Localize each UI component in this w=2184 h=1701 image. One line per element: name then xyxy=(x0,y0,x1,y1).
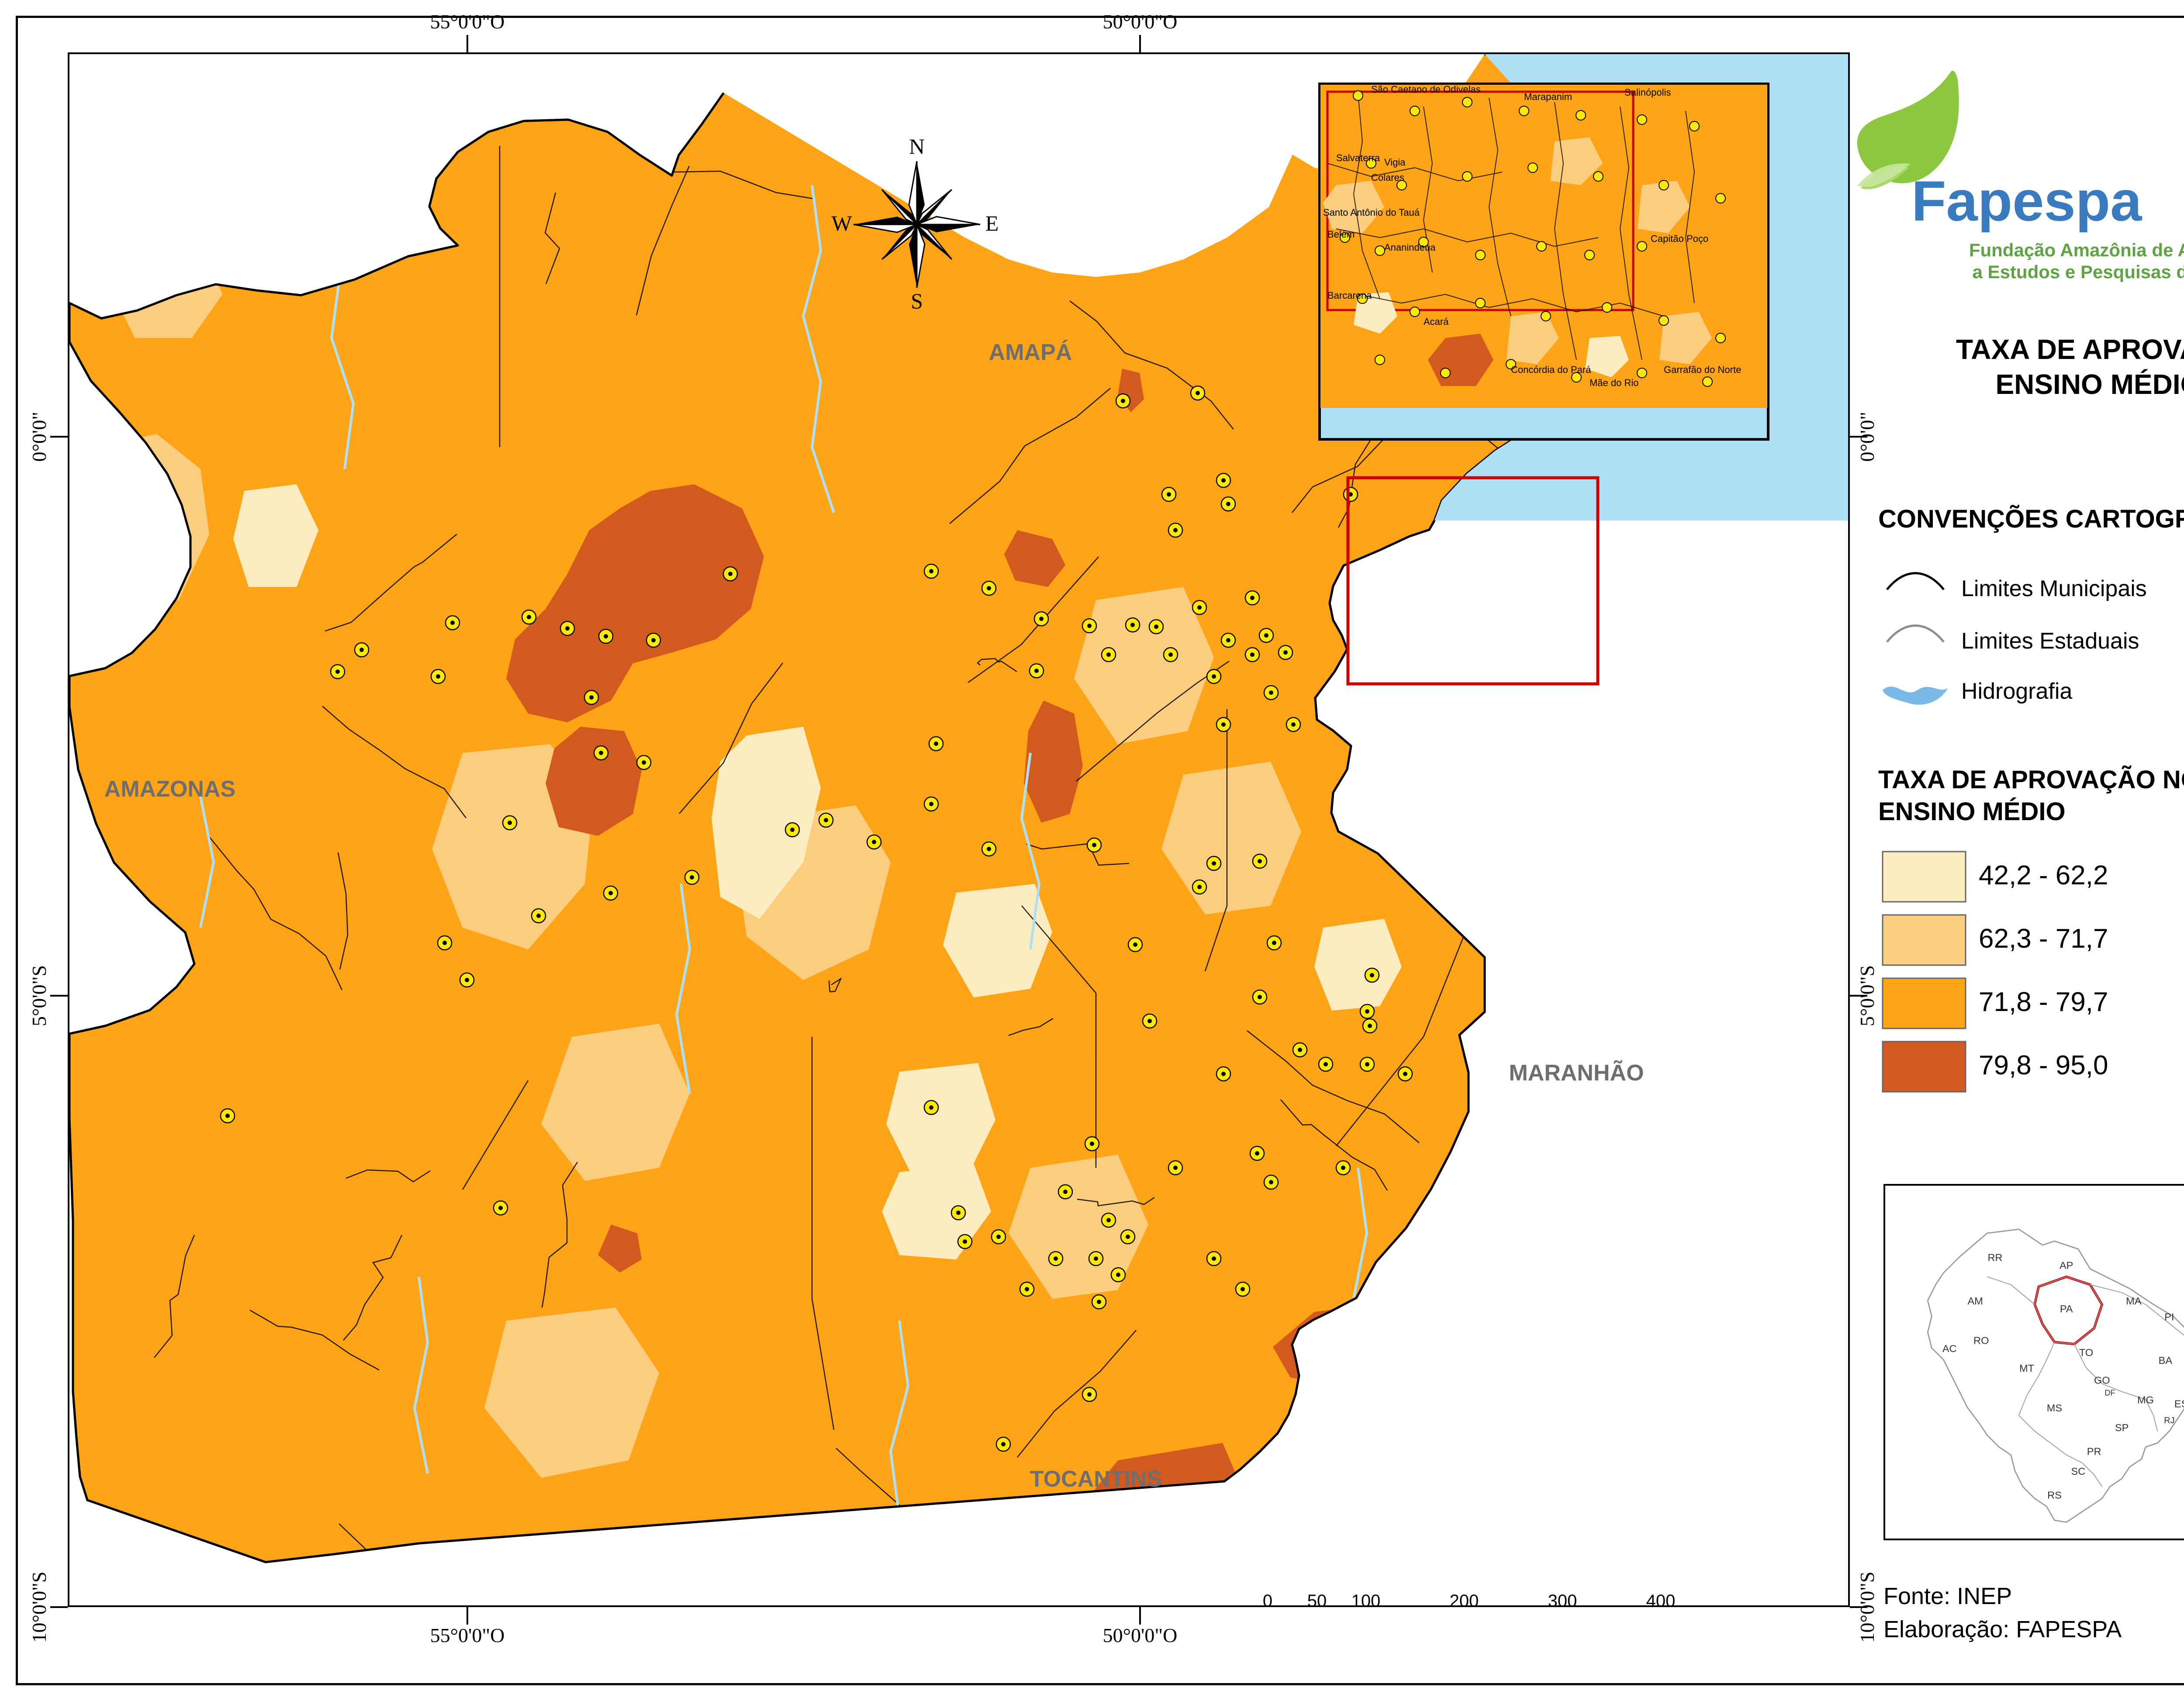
svg-text:62,3 - 71,7: 62,3 - 71,7 xyxy=(1979,924,2108,954)
svg-text:TOCANTINS: TOCANTINS xyxy=(1030,1466,1162,1492)
svg-text:Km: Km xyxy=(1773,1606,1804,1607)
svg-text:0: 0 xyxy=(1263,1591,1272,1607)
svg-text:Colares: Colares xyxy=(1371,172,1404,183)
svg-text:79,8 - 95,0: 79,8 - 95,0 xyxy=(1979,1050,2108,1080)
svg-text:300: 300 xyxy=(1548,1591,1577,1607)
svg-text:200: 200 xyxy=(1450,1591,1479,1607)
svg-text:42,2 - 62,2: 42,2 - 62,2 xyxy=(1979,860,2108,890)
svg-text:PA: PA xyxy=(2060,1303,2073,1315)
svg-text:Marapanim: Marapanim xyxy=(1524,91,1572,102)
svg-text:N: N xyxy=(909,134,925,159)
svg-text:ES: ES xyxy=(2174,1398,2184,1410)
svg-text:SC: SC xyxy=(2071,1466,2085,1477)
svg-text:Capitão Poço: Capitão Poço xyxy=(1651,233,1708,244)
svg-text:Vigia: Vigia xyxy=(1384,157,1406,168)
svg-text:AC: AC xyxy=(1942,1343,1957,1354)
svg-text:Ananindeua: Ananindeua xyxy=(1384,242,1436,253)
svg-text:RO: RO xyxy=(1973,1335,1989,1346)
svg-text:Salvaterra: Salvaterra xyxy=(1336,152,1380,163)
svg-text:RJ: RJ xyxy=(2164,1416,2174,1425)
svg-text:AMAPÁ: AMAPÁ xyxy=(989,340,1072,365)
svg-text:PR: PR xyxy=(2087,1446,2101,1457)
svg-text:400: 400 xyxy=(1646,1591,1676,1607)
svg-text:Santo Antônio do Tauá: Santo Antônio do Tauá xyxy=(1323,207,1420,218)
svg-text:Fapespa: Fapespa xyxy=(1911,175,2143,233)
svg-text:DF: DF xyxy=(2105,1389,2115,1397)
svg-text:Limites Estaduais: Limites Estaduais xyxy=(1961,628,2139,654)
svg-text:MG: MG xyxy=(2137,1394,2154,1406)
svg-text:MT: MT xyxy=(2019,1363,2034,1374)
svg-text:São Caetano de Odivelas: São Caetano de Odivelas xyxy=(1371,84,1481,95)
svg-text:RR: RR xyxy=(1987,1252,2002,1263)
svg-text:W: W xyxy=(831,211,852,235)
svg-text:Acará: Acará xyxy=(1424,316,1449,327)
svg-text:S: S xyxy=(911,289,923,313)
svg-text:MARANHÃO: MARANHÃO xyxy=(1509,1060,1644,1086)
svg-text:Mãe do Rio: Mãe do Rio xyxy=(1590,377,1639,388)
svg-text:RS: RS xyxy=(2047,1489,2062,1501)
svg-text:MS: MS xyxy=(2047,1402,2062,1414)
svg-text:GO: GO xyxy=(2094,1374,2110,1386)
svg-text:Belém: Belém xyxy=(1327,229,1355,240)
svg-text:BA: BA xyxy=(2159,1355,2173,1366)
svg-text:71,8 - 79,7: 71,8 - 79,7 xyxy=(1979,987,2108,1017)
svg-text:Limites Municipais: Limites Municipais xyxy=(1961,576,2147,601)
svg-text:E: E xyxy=(985,211,999,235)
svg-text:Hidrografia: Hidrografia xyxy=(1961,679,2072,704)
svg-text:TO: TO xyxy=(2079,1347,2093,1358)
svg-text:Garrafão do Norte: Garrafão do Norte xyxy=(1664,364,1741,375)
svg-text:100: 100 xyxy=(1351,1591,1381,1607)
svg-text:SP: SP xyxy=(2115,1422,2129,1433)
svg-text:Concórdia do Pará: Concórdia do Pará xyxy=(1511,364,1591,375)
svg-text:50: 50 xyxy=(1307,1591,1327,1607)
svg-text:Barcarena: Barcarena xyxy=(1327,290,1372,301)
svg-text:PI: PI xyxy=(2164,1311,2174,1322)
svg-text:Salinópolis: Salinópolis xyxy=(1624,87,1671,98)
svg-text:AP: AP xyxy=(2060,1259,2073,1271)
svg-text:AM: AM xyxy=(1967,1295,1983,1307)
svg-text:AMAZONAS: AMAZONAS xyxy=(104,776,235,802)
svg-text:MA: MA xyxy=(2126,1295,2142,1307)
